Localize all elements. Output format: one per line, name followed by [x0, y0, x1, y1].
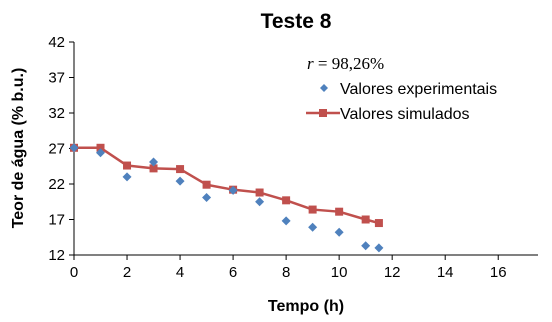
experimental-point [69, 143, 79, 153]
experimental-point [308, 222, 318, 232]
simulated-point [335, 207, 344, 216]
y-tick-label: 27 [48, 141, 65, 158]
simulated-point [149, 164, 158, 173]
legend-marker-experimental [320, 84, 328, 92]
legend-marker-simulated [319, 109, 327, 117]
x-tick-label: 14 [437, 264, 454, 281]
experimental-point [228, 185, 238, 195]
simulated-point [308, 205, 317, 214]
chart-title: Teste 8 [261, 10, 332, 33]
simulated-point [374, 219, 383, 228]
plot-area [74, 42, 538, 255]
simulated-point [96, 143, 105, 152]
x-axis-ticks: 0 2 4 6 8 10 12 14 16 [70, 255, 507, 281]
y-tick-label: 12 [48, 247, 65, 264]
y-axis-label: Teor de água (% b.u.) [10, 68, 27, 229]
legend-label-simulated: Valores simulados [340, 106, 470, 123]
simulated-point [361, 215, 370, 224]
experimental-point [96, 148, 106, 158]
y-tick-label: 22 [48, 176, 65, 193]
experimental-point [255, 197, 265, 207]
experimental-point [202, 192, 212, 202]
experimental-point [334, 227, 344, 237]
series-valores-experimentais [69, 143, 384, 253]
annotation-symbol: r [307, 54, 314, 73]
x-tick-label: 10 [331, 264, 348, 281]
x-tick-label: 8 [282, 264, 290, 281]
x-tick-label: 0 [70, 264, 78, 281]
x-tick-label: 16 [490, 264, 507, 281]
experimental-point [149, 157, 159, 167]
x-tick-label: 6 [229, 264, 237, 281]
correlation-annotation: r = 98,26% [307, 54, 384, 73]
simulated-point [255, 188, 264, 197]
legend: Valores experimentais Valores simulados [306, 81, 497, 123]
experimental-point [175, 176, 185, 186]
experimental-point [281, 216, 291, 226]
experimental-point [361, 241, 371, 251]
y-tick-label: 32 [48, 105, 65, 122]
y-axis-ticks: 12 17 22 27 32 37 42 [48, 34, 74, 264]
plot-background [74, 42, 538, 255]
x-axis-label: Tempo (h) [268, 298, 344, 315]
experimental-point [122, 172, 132, 182]
x-tick-label: 12 [384, 264, 401, 281]
legend-label-experimental: Valores experimentais [340, 81, 497, 98]
y-tick-label: 42 [48, 34, 65, 51]
x-tick-label: 4 [176, 264, 184, 281]
simulated-point [282, 196, 291, 205]
y-tick-label: 37 [48, 70, 65, 87]
annotation-value: = 98,26% [314, 54, 385, 73]
simulated-point [202, 180, 211, 189]
x-tick-label: 2 [123, 264, 131, 281]
experimental-point [374, 243, 384, 253]
y-tick-label: 17 [48, 212, 65, 229]
simulated-point [176, 165, 185, 174]
simulated-point [123, 161, 132, 170]
